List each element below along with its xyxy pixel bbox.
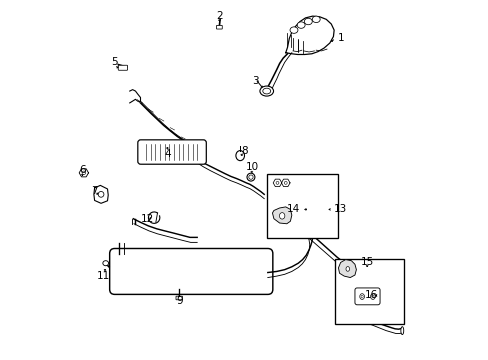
Text: 14: 14 [286,204,300,215]
Ellipse shape [102,261,108,266]
Ellipse shape [284,181,286,184]
Text: 13: 13 [333,204,346,215]
Text: 8: 8 [241,145,247,156]
Ellipse shape [82,171,85,175]
Ellipse shape [98,192,104,197]
Polygon shape [129,90,140,103]
Text: 2: 2 [216,11,222,21]
Text: 12: 12 [140,214,153,224]
Text: 5: 5 [111,57,118,67]
FancyBboxPatch shape [354,288,379,305]
Ellipse shape [370,294,374,300]
Text: 10: 10 [245,162,259,172]
Ellipse shape [289,27,297,33]
Polygon shape [79,169,88,177]
Ellipse shape [246,173,254,181]
Ellipse shape [400,327,403,334]
FancyBboxPatch shape [138,140,206,164]
Polygon shape [94,185,108,203]
Ellipse shape [304,18,312,25]
Ellipse shape [262,88,270,94]
Text: 4: 4 [164,149,170,159]
Ellipse shape [248,175,253,179]
Polygon shape [281,179,289,186]
Polygon shape [273,179,281,186]
Ellipse shape [312,16,320,23]
Polygon shape [272,207,291,224]
FancyBboxPatch shape [216,26,222,29]
FancyBboxPatch shape [118,65,127,70]
FancyBboxPatch shape [109,248,272,294]
Polygon shape [285,16,333,54]
Text: 9: 9 [176,296,182,306]
Ellipse shape [279,213,285,219]
Ellipse shape [359,294,364,300]
Ellipse shape [297,22,305,28]
Ellipse shape [360,295,363,298]
Text: 15: 15 [360,257,373,267]
Text: 6: 6 [79,165,85,175]
Text: 1: 1 [337,33,344,43]
FancyBboxPatch shape [176,296,182,300]
Ellipse shape [260,86,273,96]
Text: 16: 16 [364,291,377,301]
Text: 7: 7 [91,186,98,197]
Text: 3: 3 [251,76,258,86]
Text: 11: 11 [97,271,110,281]
Ellipse shape [235,150,244,161]
Bar [266,174,337,238]
Bar [334,259,403,324]
Polygon shape [338,260,356,278]
Ellipse shape [276,181,278,184]
Ellipse shape [346,267,349,271]
Ellipse shape [371,295,373,298]
